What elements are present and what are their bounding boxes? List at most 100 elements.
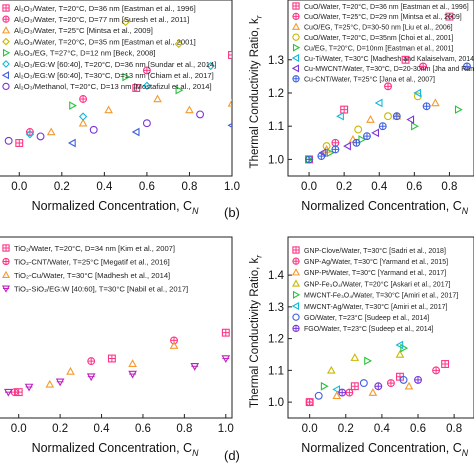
legend-marker: [292, 75, 300, 83]
data-point: [399, 375, 408, 384]
legend-marker: [2, 37, 10, 46]
data-point: [404, 381, 414, 390]
data-point: [79, 95, 88, 103]
data-point: [384, 112, 392, 121]
x-tick-label: 0.6: [135, 423, 151, 435]
data-point: [419, 62, 428, 71]
x-tick-label: 0.4: [94, 423, 111, 435]
legend-marker: [2, 244, 10, 252]
y-tick-label: 1.0: [268, 154, 284, 166]
data-point: [384, 82, 392, 91]
data-point: [86, 373, 96, 382]
panel-label: (b): [224, 205, 240, 220]
legend-marker: [1, 71, 10, 80]
data-point: [175, 85, 184, 95]
data-point: [363, 132, 371, 141]
legend-entry: Al₂O₃/Methanol, T=20°C, D=13 nm [Mostafi…: [14, 82, 212, 91]
data-point: [169, 341, 179, 349]
data-point: [322, 142, 331, 151]
legend-marker: [292, 2, 300, 10]
legend-entry: Al₂O₃/EG:W [60:40], T=20°C, D=36 nm [Sun…: [14, 60, 216, 69]
data-point: [395, 349, 405, 358]
x-tick-label: 0.2: [336, 181, 352, 193]
x-tick-label: 0.8: [176, 423, 192, 435]
data-point: [406, 115, 415, 124]
legend-entry: TiO₂-CNT/Water, T=25°C [Megatif et al., …: [14, 257, 170, 266]
legend-marker: [2, 82, 10, 91]
data-point: [395, 340, 404, 350]
legend-marker: [291, 22, 301, 30]
data-point: [386, 379, 395, 388]
data-point: [345, 388, 354, 397]
legend-entry: GNP-Clove/Water, T=30°C [Sadri et al., 2…: [304, 247, 446, 255]
legend-marker: [292, 33, 300, 41]
data-point: [196, 110, 205, 119]
legend-entry: Al₂O₃/Water, T=25°C [Mintsa et al., 2009…: [14, 26, 153, 35]
data-point: [358, 135, 367, 144]
data-point: [371, 128, 380, 138]
data-point: [343, 141, 351, 151]
chart-panel-2: 0.0 0.2 0.4 0.6 0.8 1.0 1.1 1.2 1.3 Normalized Co…: [224, 0, 474, 220]
data-point: [318, 148, 327, 158]
data-point: [350, 353, 360, 361]
x-tick-label: 0.0: [302, 423, 318, 435]
legend-marker: [291, 301, 300, 311]
data-point: [4, 136, 13, 145]
data-points: [4, 328, 231, 397]
x-tick-label: 0.4: [374, 423, 391, 435]
legend-entry: Cu-Ti/Water, T=30°C [Madhesh and Kalaise…: [304, 55, 474, 63]
legend-entry: Al₂O₃/Water, T=20°C, D=77 nm [Suresh et …: [14, 15, 189, 24]
legend-entry: TiO₂-SiO₂/EG:W [40:60], T=30°C [Nabil et…: [14, 284, 188, 293]
data-point: [359, 379, 368, 388]
legend-marker: [291, 279, 301, 287]
x-tick-label: 0.6: [139, 181, 155, 193]
data-points: [305, 340, 450, 407]
y-axis-label: Thermal Conductivity Ratio, kr: [249, 255, 263, 408]
panel-label: (d): [224, 448, 240, 463]
x-tick-label: 0.8: [181, 181, 197, 193]
legend-entry: TiO₂-Cu/Water, T=30°C [Madhesh et al., 2…: [14, 271, 170, 280]
x-axis-label: Normalized Concentration, CN: [301, 199, 468, 216]
x-tick-label: 0.4: [371, 181, 388, 193]
data-point: [327, 365, 336, 374]
data-point: [132, 84, 141, 92]
data-point: [67, 138, 76, 148]
x-tick-label: 0.6: [406, 181, 422, 193]
legend-entry: MWCNT-Ag/Water, T=30°C [Amiri et al., 20…: [304, 303, 447, 311]
data-point: [25, 130, 35, 139]
legend-marker: [1, 270, 11, 279]
x-axis-label: Normalized Concentration, CN: [301, 441, 468, 458]
data-point: [87, 357, 96, 366]
chart-panel-4: 0.0 0.2 0.4 0.6 0.8 1.0 1.1 1.2 1.3 1.4 Normalized…: [224, 236, 474, 463]
data-point: [454, 105, 463, 114]
data-point: [206, 61, 215, 71]
legend: CuO/Water, T=20°C, D=36 nm [Eastman et a…: [291, 2, 474, 84]
legend-entry: Al₂O₃/EG:W [60:40], T=30°C, D=13 nm [Chi…: [14, 71, 214, 80]
legend-marker: [2, 4, 10, 12]
data-point: [411, 121, 419, 131]
x-axis-label: Normalized Concentration, CN: [32, 199, 200, 216]
data-point: [326, 148, 335, 158]
x-tick-label: 0.8: [441, 181, 457, 193]
y-tick-label: 1.0: [268, 397, 284, 409]
data-point: [331, 145, 340, 154]
x-tick-label: 0.4: [96, 181, 113, 193]
chart-panel-3: 0.0 0.2 0.4 0.6 0.8 1.0 Normalized Concentrati…: [0, 236, 234, 458]
data-point: [336, 111, 344, 121]
data-point: [332, 391, 342, 400]
data-point: [78, 112, 88, 121]
x-tick-label: 0.0: [11, 423, 27, 435]
data-point: [128, 370, 137, 379]
y-tick-label: 1.2: [268, 88, 284, 100]
legend: Al₂O₃/Water, T=20°C, D=36 nm [Eastman et…: [1, 4, 216, 91]
data-point: [422, 102, 431, 111]
plot-frame: [287, 236, 474, 419]
data-point: [400, 343, 409, 353]
data-point: [221, 328, 230, 337]
x-tick-label: 0.8: [446, 423, 462, 435]
data-point: [413, 92, 422, 101]
data-point: [24, 383, 34, 392]
chart-panel-1: 0.0 0.2 0.4 0.6 0.8 1.0 Normalized Concentrati…: [0, 0, 240, 216]
legend-entry: GNP-Pt/Water, T=30°C [Yarmand et al., 20…: [304, 269, 446, 277]
data-point: [15, 139, 24, 147]
